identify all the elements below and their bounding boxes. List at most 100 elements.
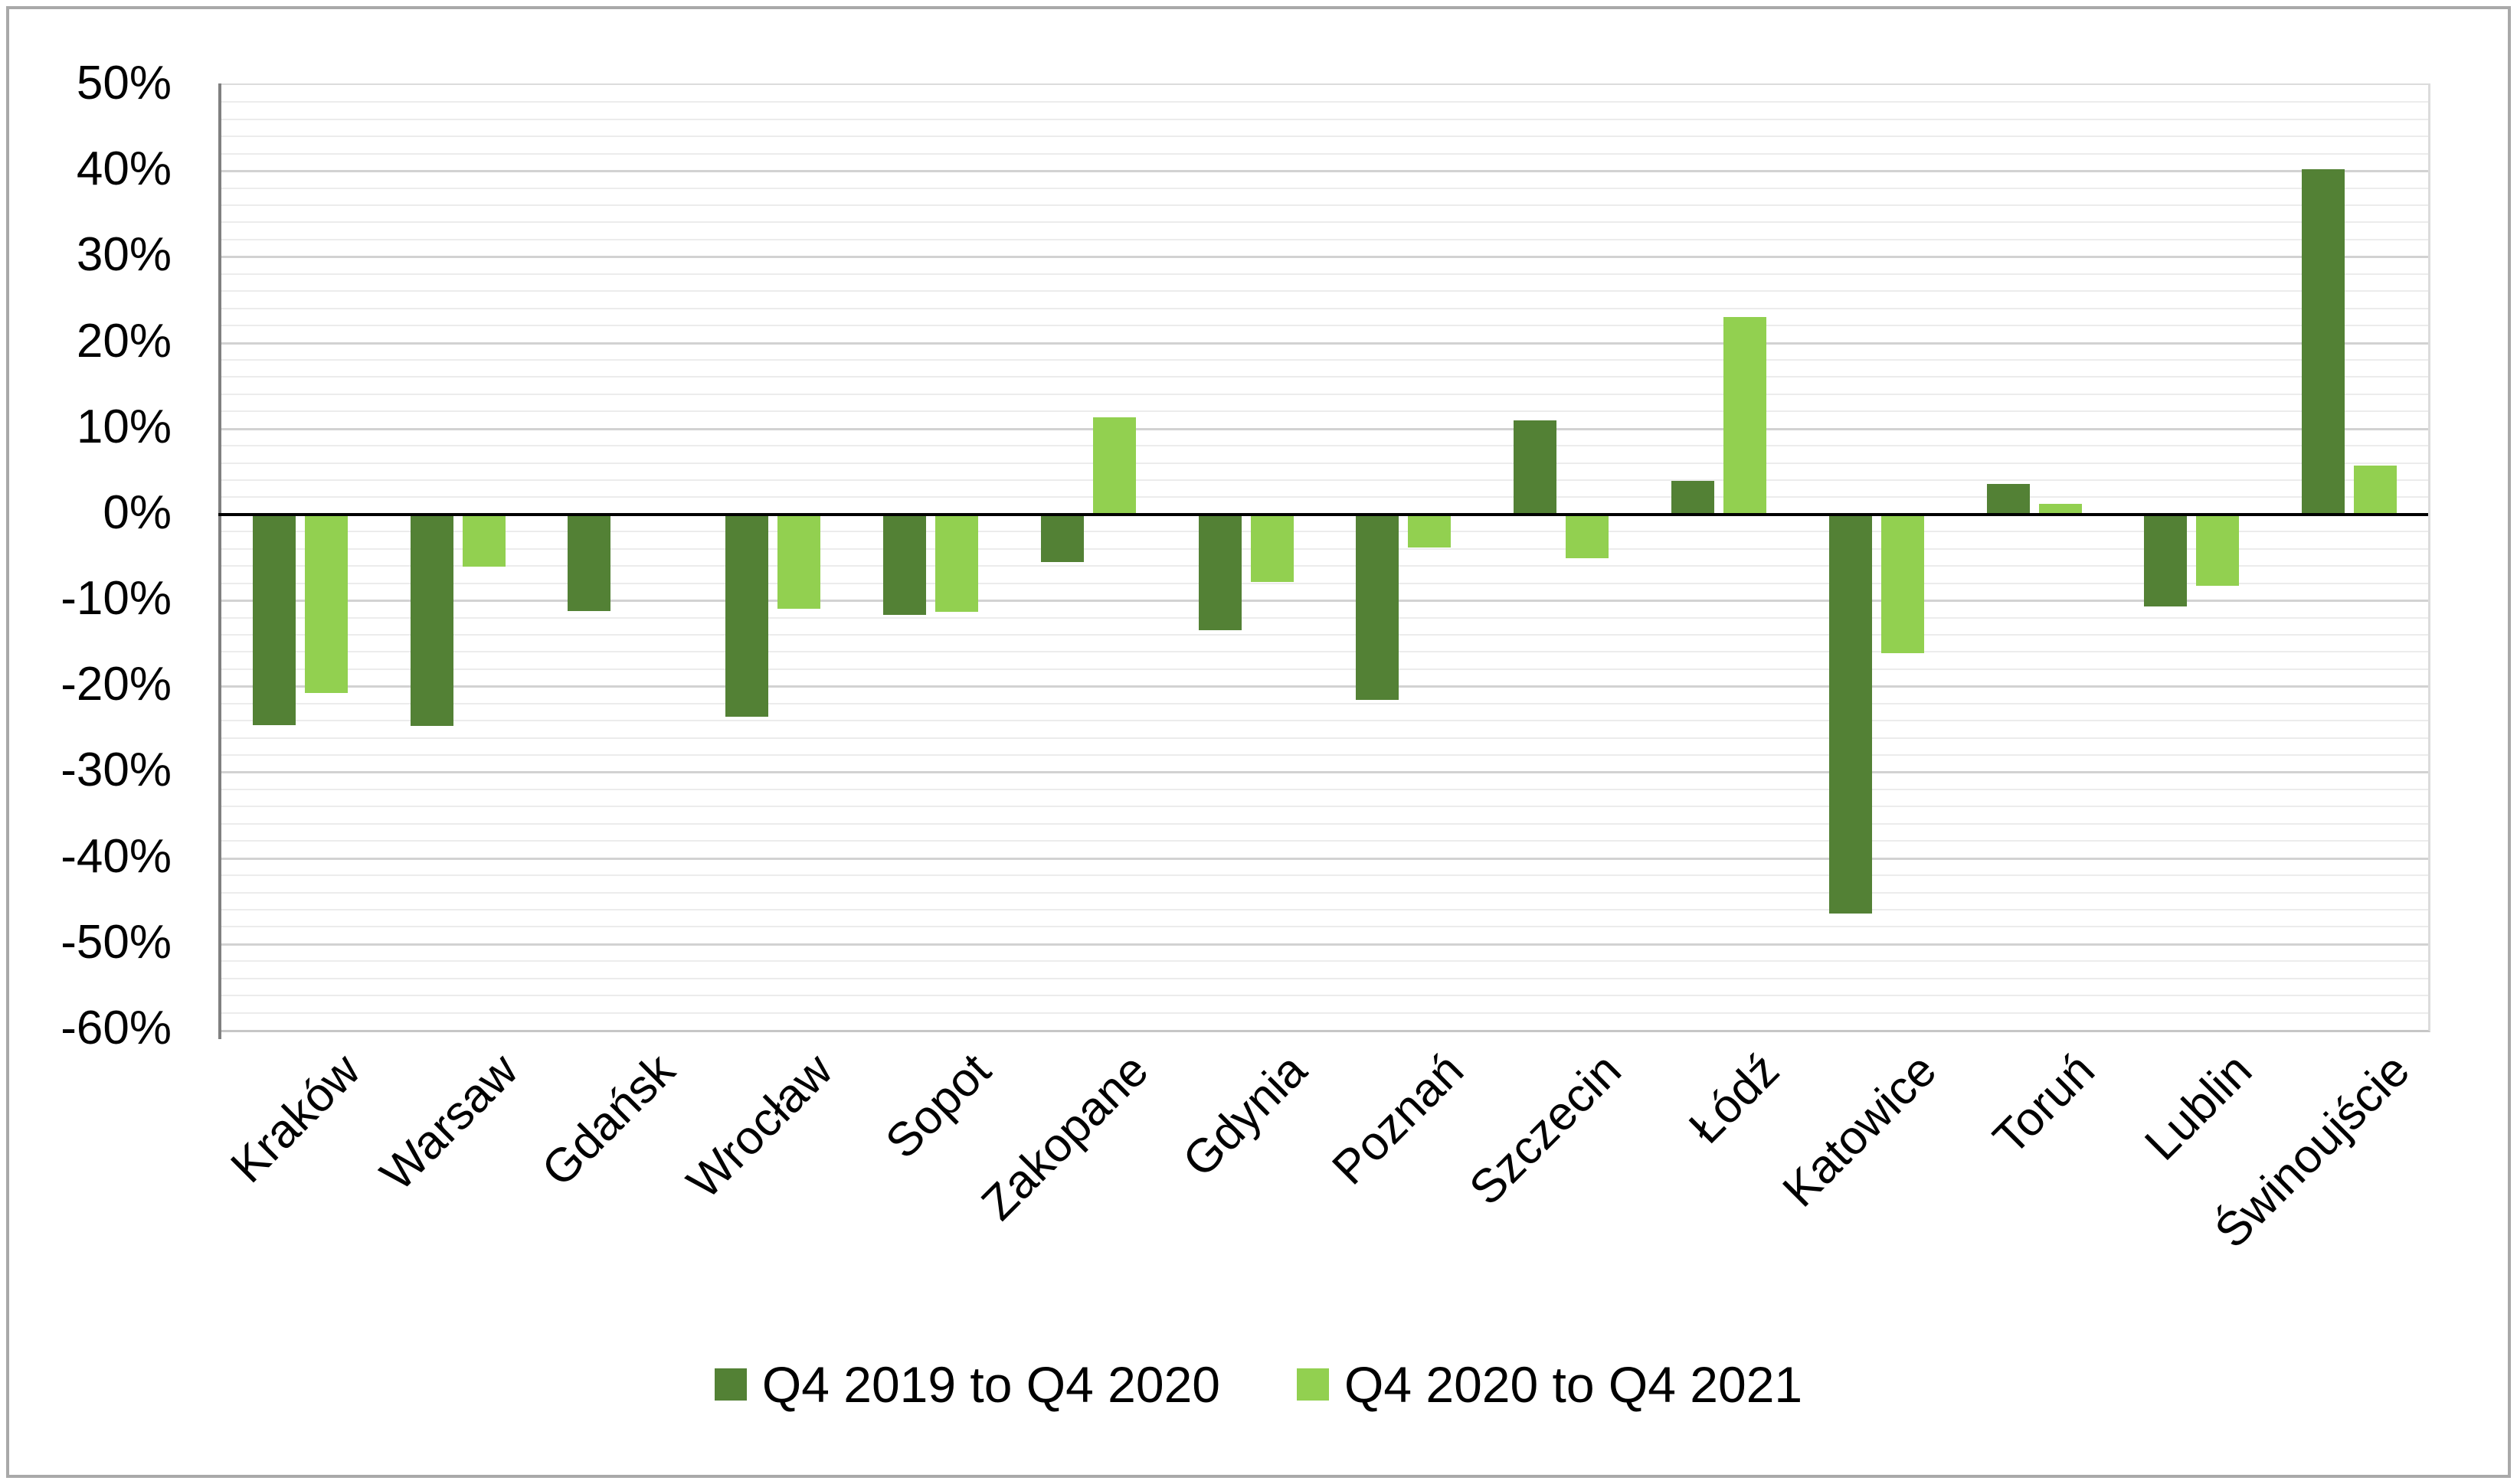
major-gridline	[221, 428, 2428, 430]
minor-gridline	[221, 892, 2428, 894]
bar-kraków-q4-2019-to-q4-2020	[253, 515, 296, 725]
minor-gridline	[221, 153, 2428, 155]
minor-gridline	[221, 909, 2428, 910]
minor-gridline	[221, 651, 2428, 652]
minor-gridline	[221, 1012, 2428, 1014]
minor-gridline	[221, 119, 2428, 120]
minor-gridline	[221, 823, 2428, 825]
minor-gridline	[221, 463, 2428, 464]
minor-gridline	[221, 376, 2428, 378]
minor-gridline	[221, 617, 2428, 619]
x-tick-label-kraków: Kraków	[221, 1043, 371, 1193]
minor-gridline	[221, 239, 2428, 240]
minor-gridline	[221, 668, 2428, 670]
minor-gridline	[221, 978, 2428, 979]
minor-gridline	[221, 634, 2428, 636]
plot-area	[218, 83, 2430, 1032]
minor-gridline	[221, 806, 2428, 807]
major-gridline	[221, 256, 2428, 258]
y-tick-label: 30%	[76, 228, 172, 281]
minor-gridline	[221, 754, 2428, 756]
minor-gridline	[221, 204, 2428, 206]
major-gridline	[221, 943, 2428, 946]
bar-świnoujście-q4-2020-to-q4-2021	[2354, 466, 2397, 515]
bar-katowice-q4-2020-to-q4-2021	[1881, 515, 1924, 653]
bar-łódź-q4-2020-to-q4-2021	[1723, 317, 1766, 515]
major-gridline	[221, 600, 2428, 602]
minor-gridline	[221, 445, 2428, 446]
legend-swatch-dark-green-icon	[714, 1368, 747, 1401]
x-tick-label-szczecin: Szczecin	[1459, 1043, 1632, 1216]
bar-poznań-q4-2019-to-q4-2020	[1356, 515, 1399, 700]
minor-gridline	[221, 926, 2428, 927]
x-tick-label-gdynia: Gdynia	[1172, 1043, 1317, 1188]
minor-gridline	[221, 703, 2428, 704]
legend-label: Q4 2019 to Q4 2020	[761, 1356, 1220, 1413]
bar-sopot-q4-2020-to-q4-2021	[935, 515, 978, 612]
bar-zakopane-q4-2020-to-q4-2021	[1093, 417, 1136, 515]
minor-gridline	[221, 496, 2428, 498]
chart-frame: 50% 40% 30% 20% 10% 0% -10% -20% -30% -40% -50% -60…	[6, 6, 2511, 1478]
x-tick-label-katowice: Katowice	[1772, 1043, 1947, 1218]
minor-gridline	[221, 995, 2428, 996]
minor-gridline	[221, 101, 2428, 103]
y-tick-label: 10%	[76, 400, 172, 453]
bar-gdynia-q4-2020-to-q4-2021	[1251, 515, 1294, 582]
x-tick-label-zakopane: Zakopane	[971, 1043, 1159, 1231]
minor-gridline	[221, 410, 2428, 412]
y-tick-label: 0%	[103, 486, 172, 539]
y-tick-label: 50%	[76, 57, 172, 110]
bar-poznań-q4-2020-to-q4-2021	[1408, 515, 1451, 548]
x-tick-label-warsaw: Warsaw	[371, 1043, 529, 1201]
bar-toruń-q4-2019-to-q4-2020	[1987, 484, 2030, 515]
y-tick-label: -10%	[61, 572, 172, 625]
bar-toruń-q4-2020-to-q4-2021	[2039, 504, 2082, 514]
minor-gridline	[221, 720, 2428, 721]
bar-świnoujście-q4-2019-to-q4-2020	[2302, 169, 2345, 515]
minor-gridline	[221, 290, 2428, 292]
major-gridline	[221, 170, 2428, 172]
minor-gridline	[221, 583, 2428, 584]
major-gridline	[221, 771, 2428, 773]
minor-gridline	[221, 136, 2428, 137]
major-gridline	[221, 342, 2428, 345]
x-tick-label-sopot: Sopot	[876, 1043, 1001, 1169]
bar-warsaw-q4-2020-to-q4-2021	[463, 515, 506, 567]
y-tick-label: -40%	[61, 830, 172, 883]
minor-gridline	[221, 188, 2428, 189]
minor-gridline	[221, 874, 2428, 876]
x-tick-label-wrocław: Wrocław	[677, 1043, 843, 1209]
minor-gridline	[221, 565, 2428, 567]
minor-gridline	[221, 394, 2428, 395]
legend-item-q4-2020-to-q4-2021: Q4 2020 to Q4 2021	[1297, 1359, 1802, 1410]
legend-label: Q4 2020 to Q4 2021	[1344, 1356, 1803, 1413]
legend: Q4 2019 to Q4 2020 Q4 2020 to Q4 2021	[9, 1359, 2508, 1410]
y-tick-label: -50%	[61, 916, 172, 969]
minor-gridline	[221, 960, 2428, 962]
x-tick-label-lublin: Lublin	[2134, 1043, 2262, 1171]
bar-szczecin-q4-2019-to-q4-2020	[1514, 420, 1556, 515]
minor-gridline	[221, 840, 2428, 842]
x-tick-label-toruń: Toruń	[1983, 1043, 2105, 1165]
minor-gridline	[221, 325, 2428, 326]
minor-gridline	[221, 359, 2428, 361]
y-tick-label: -60%	[61, 1002, 172, 1054]
bar-sopot-q4-2019-to-q4-2020	[883, 515, 926, 615]
y-tick-label: -20%	[61, 658, 172, 711]
bar-gdańsk-q4-2019-to-q4-2020	[568, 515, 610, 611]
bar-wrocław-q4-2020-to-q4-2021	[777, 515, 820, 609]
minor-gridline	[221, 273, 2428, 275]
bar-katowice-q4-2019-to-q4-2020	[1829, 515, 1872, 914]
minor-gridline	[221, 737, 2428, 739]
x-tick-label-poznań: Poznań	[1322, 1043, 1474, 1195]
bar-warsaw-q4-2019-to-q4-2020	[411, 515, 453, 726]
y-tick-label: 20%	[76, 315, 172, 368]
minor-gridline	[221, 531, 2428, 532]
minor-gridline	[221, 221, 2428, 223]
bar-zakopane-q4-2019-to-q4-2020	[1041, 515, 1084, 562]
y-tick-label: 40%	[76, 142, 172, 195]
bar-łódź-q4-2019-to-q4-2020	[1671, 481, 1714, 515]
bar-kraków-q4-2020-to-q4-2021	[305, 515, 348, 693]
minor-gridline	[221, 789, 2428, 790]
major-gridline	[221, 685, 2428, 688]
